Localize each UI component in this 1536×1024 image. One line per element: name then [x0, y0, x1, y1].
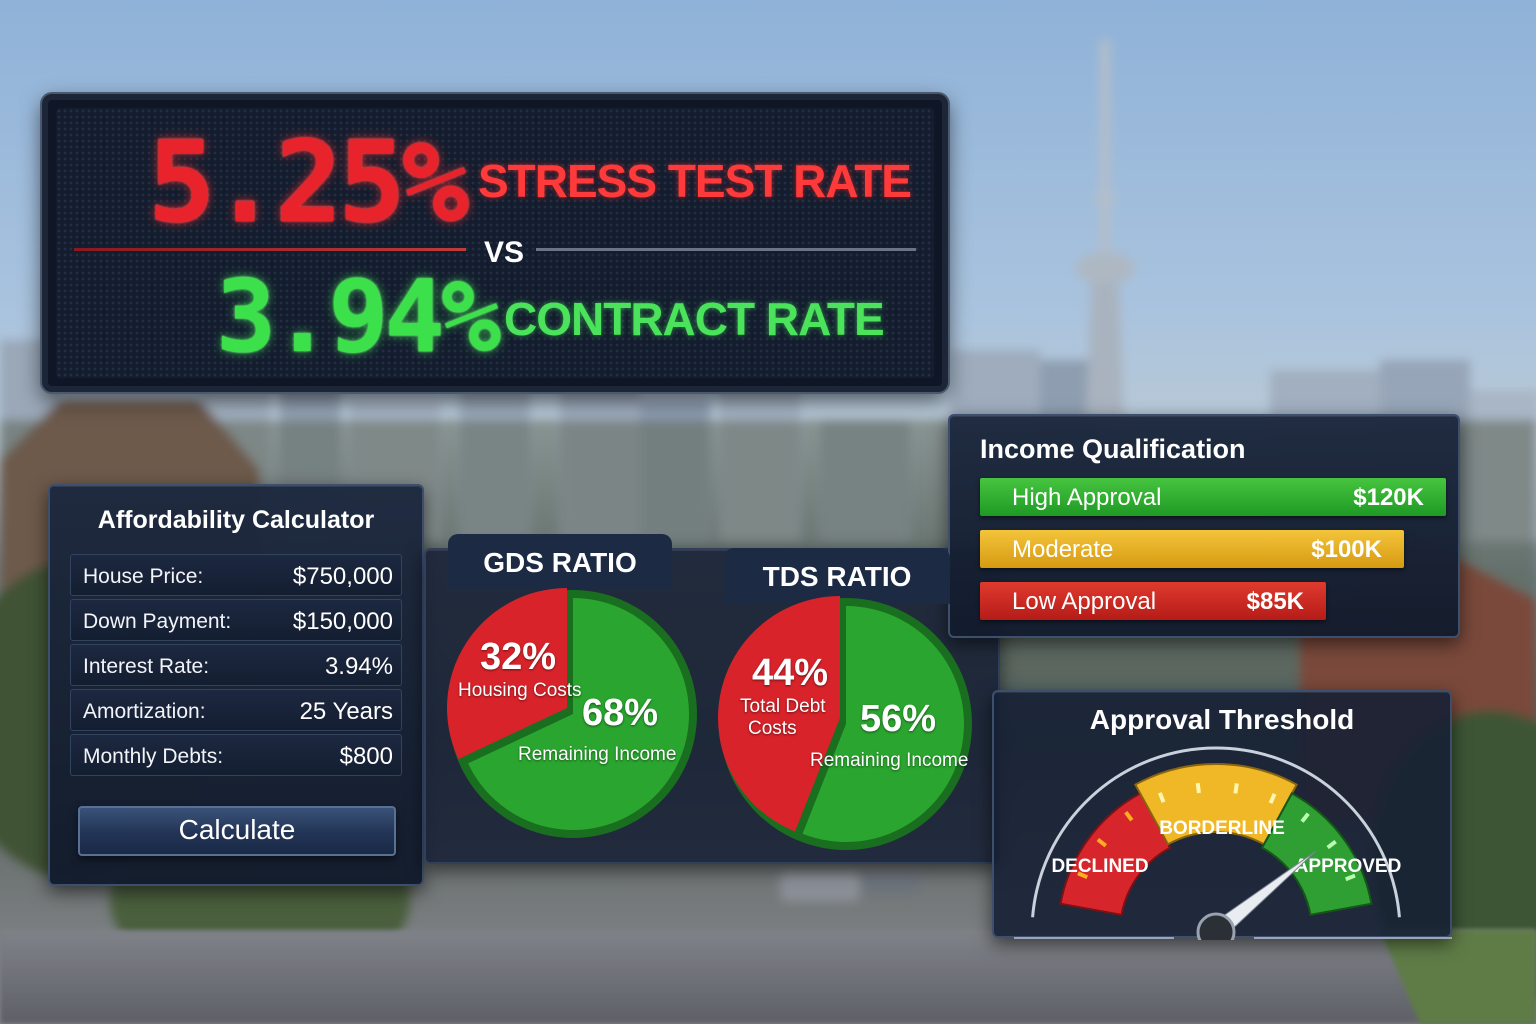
gds-ratio-title: GDS RATIO: [448, 534, 672, 590]
gauge-tick: [1268, 793, 1277, 804]
interest-rate-field[interactable]: Interest Rate: 3.94%: [70, 644, 402, 686]
contract-rate-value: 3.94%: [216, 258, 501, 375]
income-bar-label: High Approval: [1012, 484, 1162, 511]
income-qualification-panel: Income Qualification High Approval $120K…: [948, 414, 1460, 638]
gauge-tick: [1077, 871, 1088, 879]
gauge-tick: [1300, 812, 1310, 823]
gds-housing-label: Housing Costs: [458, 680, 582, 701]
gauge-tick: [1233, 783, 1239, 794]
field-value[interactable]: $800: [339, 743, 393, 770]
income-bar-value: $100K: [1311, 536, 1382, 563]
gds-remaining-slice: [468, 598, 689, 830]
gauge-tick: [1344, 873, 1356, 882]
tds-remaining-percent: 56%: [860, 698, 937, 740]
gauge-outer-arc: [1031, 746, 1401, 918]
gauge-ticks: [1077, 782, 1356, 882]
gauge-hub: [1196, 912, 1236, 940]
amortization-field[interactable]: Amortization: 25 Years: [70, 689, 402, 731]
field-label: Amortization:: [83, 700, 206, 723]
income-qualification-title: Income Qualification: [980, 434, 1246, 464]
gauge-tick: [1326, 839, 1337, 850]
down-payment-field[interactable]: Down Payment: $150,000: [70, 599, 402, 641]
income-bar-label: Moderate: [1012, 536, 1114, 563]
gds-remaining-label: Remaining Income: [518, 744, 677, 765]
gauge-label-approved: APPROVED: [1295, 856, 1402, 877]
tds-pie-chart: [718, 596, 972, 850]
divider-right: [536, 248, 916, 251]
approval-gauge: DECLINED BORDERLINE APPROVED: [1014, 746, 1452, 940]
tds-ratio-title: TDS RATIO: [724, 548, 950, 604]
tds-debt-label-line1: Total Debt: [740, 696, 826, 717]
field-label: House Price:: [83, 565, 204, 588]
divider-left: [74, 248, 466, 251]
approval-threshold-title: Approval Threshold: [1089, 704, 1355, 735]
field-label: Interest Rate:: [83, 655, 210, 678]
tds-debt-percent: 44%: [752, 652, 829, 694]
gds-housing-percent: 32%: [480, 636, 557, 678]
income-bar-moderate: Moderate $100K: [980, 530, 1404, 568]
gauge-tick: [1096, 837, 1107, 848]
affordability-calculator: Affordability Calculator House Price: $7…: [48, 484, 424, 886]
led-background: [56, 108, 934, 378]
calculator-title: Affordability Calculator: [97, 506, 375, 534]
tds-remaining-label: Remaining Income: [810, 750, 969, 771]
tds-debt-slice: [718, 596, 840, 832]
tds-remaining-slice: [802, 606, 964, 842]
gauge-tick: [1195, 782, 1201, 794]
tds-debt-label-line2: Costs: [748, 718, 797, 739]
field-value[interactable]: 25 Years: [299, 698, 393, 725]
gauge-tick: [1157, 792, 1166, 803]
field-label: Down Payment:: [83, 610, 232, 633]
field-value[interactable]: 3.94%: [324, 653, 393, 680]
house-price-field[interactable]: House Price: $750,000: [70, 554, 402, 596]
income-bar-high-approval: High Approval $120K: [980, 478, 1446, 516]
field-value[interactable]: $750,000: [292, 563, 393, 590]
field-label: Monthly Debts:: [83, 745, 224, 768]
income-bar-low-approval: Low Approval $85K: [980, 582, 1326, 620]
stress-test-rate-value: 5.25%: [148, 118, 469, 248]
gauge-zone-borderline: [1133, 763, 1299, 846]
rate-comparison-board: 5.25% STRESS TEST RATE VS 3.94% CONTRACT…: [42, 94, 948, 392]
income-bar-value: $120K: [1353, 484, 1424, 511]
approval-threshold-panel: Approval Threshold DECLINED BORDERLINE A…: [992, 690, 1452, 940]
vs-label: VS: [484, 236, 525, 269]
gauge-tick: [1124, 810, 1134, 822]
gauge-zone-approved: [1260, 792, 1373, 916]
gds-pie-chart: [446, 588, 697, 838]
gds-housing-slice: [446, 588, 567, 760]
field-value[interactable]: $150,000: [292, 608, 393, 635]
contract-rate-label: CONTRACT RATE: [504, 293, 885, 345]
income-bar-value: $85K: [1246, 588, 1304, 615]
gauge-label-declined: DECLINED: [1051, 856, 1148, 877]
gds-remaining-percent: 68%: [582, 692, 659, 734]
monthly-debts-field[interactable]: Monthly Debts: $800: [70, 734, 402, 776]
income-bar-label: Low Approval: [1012, 588, 1157, 615]
calculate-button[interactable]: Calculate: [78, 806, 396, 856]
stress-test-rate-label: STRESS TEST RATE: [478, 155, 912, 207]
gauge-label-borderline: BORDERLINE: [1159, 818, 1285, 839]
